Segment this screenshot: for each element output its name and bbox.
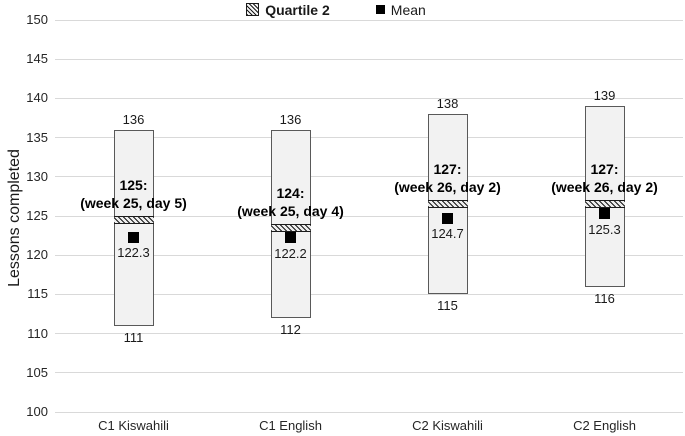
y-tick-label-110: 110 [27, 325, 48, 341]
gridline-105 [55, 372, 683, 374]
x-axis-label-1: C1 English [259, 418, 322, 433]
quartile2-hatched-swatch-icon [246, 3, 260, 16]
legend-item-mean: Mean [375, 1, 426, 18]
min-value-label-3: 116 [594, 290, 615, 306]
quartile2-annotation-line2: (week 25, day 4) [237, 202, 344, 219]
y-tick-label-145: 145 [26, 51, 48, 67]
quartile2-annotation-line2: (week 25, day 5) [80, 195, 187, 211]
quartile2-annotation-line2: (week 26, day 2) [551, 179, 658, 196]
max-value-label-2: 138 [436, 96, 459, 112]
mean-value-label-0: 122.3 [117, 245, 150, 261]
x-axis-label-0: C1 Kiswahili [98, 418, 169, 433]
gridline-130 [55, 176, 683, 178]
x-axis-label-2: C2 Kiswahili [412, 418, 483, 433]
quartile2-annotation-0: 125: (week 25, day 5) [80, 176, 187, 212]
legend-label-mean: Mean [390, 1, 426, 18]
quartile2-band-2 [427, 200, 468, 209]
legend-item-quartile2: Quartile 2 [246, 2, 330, 18]
mean-value-label-2: 124.7 [431, 226, 464, 242]
y-tick-label-150: 150 [26, 12, 48, 27]
mean-marker-1 [285, 232, 296, 244]
quartile2-annotation-3: 127: (week 26, day 2) [551, 160, 658, 196]
x-axis-label-3: C2 English [573, 418, 636, 433]
gridline-100 [55, 411, 683, 413]
quartile2-annotation-1: 124: (week 25, day 4) [237, 184, 344, 220]
mean-square-swatch-icon [375, 5, 385, 14]
mean-marker-0 [128, 231, 139, 243]
quartile2-band-0 [113, 215, 154, 224]
y-tick-label-130: 130 [26, 168, 48, 184]
y-tick-label-120: 120 [26, 247, 48, 263]
gridline-110 [55, 333, 683, 335]
gridline-150 [55, 19, 683, 21]
range-bar-0 [113, 129, 154, 326]
plot-area: 136 111 122.3 125: (week 25, day 5) 136 112 122… [55, 19, 683, 413]
quartile2-band-3 [584, 200, 625, 209]
gridline-135 [55, 137, 683, 139]
legend-label-quartile2: Quartile 2 [265, 1, 330, 18]
y-tick-label-105: 105 [26, 364, 48, 380]
quartile2-annotation-line2: (week 26, day 2) [394, 179, 501, 196]
y-tick-label-140: 140 [26, 90, 48, 106]
min-value-label-1: 112 [280, 321, 301, 337]
range-bar-3 [584, 106, 625, 287]
mean-value-label-1: 122.2 [274, 245, 307, 261]
gridline-145 [55, 58, 683, 60]
quartile2-annotation-line1: 125: [119, 177, 148, 193]
mean-marker-2 [442, 212, 453, 224]
quartile2-annotation-2: 127: (week 26, day 2) [394, 160, 501, 196]
quartile2-annotation-line1: 127: [590, 161, 619, 178]
max-value-label-0: 136 [122, 111, 145, 127]
quartile2-annotation-line1: 124: [276, 184, 305, 201]
quartile2-annotation-line1: 127: [433, 161, 462, 178]
gridline-120 [55, 254, 683, 256]
y-tick-label-125: 125 [26, 208, 48, 223]
max-value-label-1: 136 [279, 111, 302, 127]
gridline-125 [55, 215, 683, 217]
gridline-115 [55, 293, 683, 295]
mean-value-label-3: 125.3 [588, 221, 621, 237]
quartile2-band-1 [270, 223, 311, 232]
min-value-label-2: 115 [437, 298, 458, 314]
chart-legend: Quartile 2 Mean [22, 0, 650, 19]
range-bar-2 [427, 114, 468, 295]
y-tick-label-135: 135 [26, 129, 48, 145]
gridline-140 [55, 97, 683, 99]
y-tick-label-100: 100 [26, 404, 48, 419]
y-tick-label-115: 115 [27, 286, 48, 302]
max-value-label-3: 139 [593, 88, 616, 104]
min-value-label-0: 111 [123, 329, 144, 345]
range-bar-1 [270, 129, 311, 318]
mean-marker-3 [599, 208, 610, 220]
